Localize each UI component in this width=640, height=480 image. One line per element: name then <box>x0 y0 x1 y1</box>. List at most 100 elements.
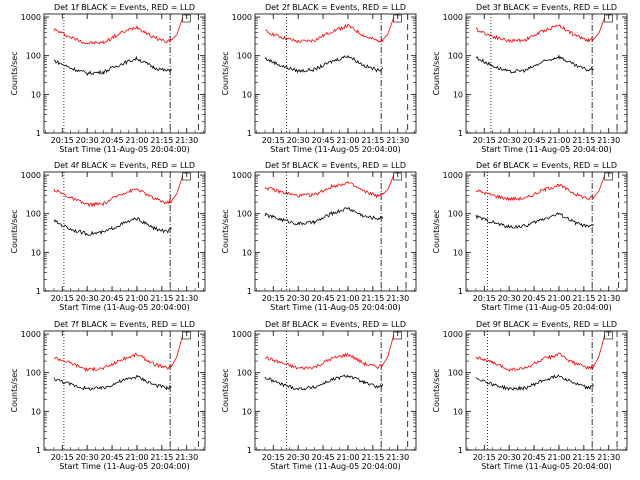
x-tick-label: 20:30 <box>498 294 521 303</box>
x-tick-label: 21:15 <box>572 294 595 303</box>
y-tick-label: 10 <box>31 407 41 416</box>
x-tick-label: 20:45 <box>523 453 546 462</box>
y-tick-label: 100 <box>448 210 463 219</box>
panel-title: Det 8f BLACK = Events, RED = LLD <box>265 320 406 329</box>
events-series-line <box>53 55 173 76</box>
x-tick-label: 20:45 <box>523 136 546 145</box>
x-tick-label: 20:30 <box>287 136 310 145</box>
legend-box <box>393 172 402 181</box>
lld-series-line <box>475 175 606 202</box>
y-axis-label: Counts/sec <box>432 209 441 253</box>
y-tick-label: 1 <box>247 287 252 296</box>
x-tick-label: 21:30 <box>386 136 409 145</box>
panel-title: Det 2f BLACK = Events, RED = LLD <box>265 3 406 12</box>
y-axis-label: Counts/sec <box>10 209 19 253</box>
plot-frame <box>465 13 628 134</box>
plot-frame <box>465 171 628 292</box>
x-tick-label: 21:00 <box>125 453 148 462</box>
y-tick-label: 10 <box>31 248 41 257</box>
y-tick-label: 1000 <box>232 330 252 339</box>
x-tick-label: 20:45 <box>523 294 546 303</box>
panel-title: Det 4f BLACK = Events, RED = LLD <box>54 161 195 170</box>
x-tick-label: 20:15 <box>51 136 74 145</box>
events-series-line <box>264 54 384 74</box>
legend-box <box>393 14 402 23</box>
y-tick-label: 1000 <box>232 13 252 22</box>
x-tick-label: 20:45 <box>312 453 335 462</box>
y-tick-label: 1 <box>36 446 41 455</box>
y-tick-label: 10 <box>242 90 252 99</box>
legend-box <box>182 331 191 340</box>
detector-panel: Det 5f BLACK = Events, RED = LLD 1 10 100 10… <box>221 161 417 312</box>
detector-panel: Det 8f BLACK = Events, RED = LLD 1 10 100 10… <box>221 320 417 471</box>
x-tick-label: 21:30 <box>175 294 198 303</box>
x-tick-label: 21:15 <box>150 136 173 145</box>
x-axis-label: Start Time (11-Aug-05 20:04:00) <box>270 145 401 154</box>
x-tick-label: 20:15 <box>262 453 285 462</box>
x-tick-label: 21:30 <box>597 294 620 303</box>
x-tick-label: 21:30 <box>597 136 620 145</box>
y-tick-label: 1000 <box>21 171 41 180</box>
x-tick-label: 21:15 <box>572 136 595 145</box>
y-tick-label: 1000 <box>21 330 41 339</box>
y-tick-label: 10 <box>453 407 463 416</box>
panel-title: Det 3f BLACK = Events, RED = LLD <box>476 3 617 12</box>
y-tick-label: 1 <box>36 129 41 138</box>
events-series-line <box>53 217 172 237</box>
x-axis-label: Start Time (11-Aug-05 20:04:00) <box>481 145 612 154</box>
plot-frame <box>254 330 417 451</box>
x-tick-label: 20:30 <box>498 453 521 462</box>
x-tick-label: 21:30 <box>175 453 198 462</box>
lld-series-line <box>475 334 606 373</box>
y-axis-label: Counts/sec <box>10 51 19 95</box>
x-tick-label: 20:15 <box>473 294 496 303</box>
x-tick-label: 20:30 <box>76 453 99 462</box>
events-series-line <box>475 374 595 392</box>
legend-box <box>393 331 402 340</box>
x-tick-label: 20:15 <box>473 453 496 462</box>
y-tick-label: 1000 <box>21 13 41 22</box>
y-tick-label: 100 <box>448 369 463 378</box>
y-axis-label: Counts/sec <box>221 209 230 253</box>
x-tick-label: 21:00 <box>125 294 148 303</box>
y-axis-label: Counts/sec <box>10 368 19 412</box>
x-tick-label: 20:15 <box>51 294 74 303</box>
panel-title: Det 6f BLACK = Events, RED = LLD <box>476 161 617 170</box>
x-tick-label: 20:15 <box>262 136 285 145</box>
lld-series-line <box>53 17 184 45</box>
plot-frame <box>43 330 206 451</box>
y-tick-label: 1 <box>36 287 41 296</box>
x-tick-label: 21:30 <box>175 136 198 145</box>
lld-series-line <box>475 17 606 43</box>
y-tick-label: 1 <box>247 129 252 138</box>
detector-panel: Det 4f BLACK = Events, RED = LLD 1 10 100 10… <box>10 161 206 312</box>
panel-title: Det 1f BLACK = Events, RED = LLD <box>54 3 195 12</box>
plot-frame <box>254 171 417 292</box>
x-tick-label: 21:15 <box>361 453 384 462</box>
x-axis-label: Start Time (11-Aug-05 20:04:00) <box>59 145 190 154</box>
y-tick-label: 100 <box>237 52 252 61</box>
x-axis-label: Start Time (11-Aug-05 20:04:00) <box>481 462 612 471</box>
y-tick-label: 100 <box>448 52 463 61</box>
lld-series-line <box>53 175 184 208</box>
y-axis-label: Counts/sec <box>221 368 230 412</box>
detector-panel: Det 6f BLACK = Events, RED = LLD 1 10 100 10… <box>432 161 628 312</box>
x-tick-label: 20:45 <box>101 453 124 462</box>
x-tick-label: 20:45 <box>101 294 124 303</box>
y-tick-label: 100 <box>26 369 41 378</box>
legend-box <box>604 14 613 23</box>
y-tick-label: 10 <box>453 248 463 257</box>
lld-series-line <box>264 174 395 199</box>
y-tick-label: 1000 <box>443 330 463 339</box>
events-series-line <box>264 206 384 226</box>
detector-panel: Det 1f BLACK = Events, RED = LLD 1 10 100 10… <box>10 3 206 154</box>
x-tick-label: 20:15 <box>262 294 285 303</box>
y-tick-label: 1 <box>458 446 463 455</box>
legend-box <box>604 331 613 340</box>
x-tick-label: 21:15 <box>361 294 384 303</box>
y-tick-label: 100 <box>26 210 41 219</box>
events-series-line <box>475 212 595 229</box>
x-tick-label: 20:45 <box>312 136 335 145</box>
detector-panel: Det 7f BLACK = Events, RED = LLD 1 10 100 10… <box>10 320 206 471</box>
detector-panel: Det 2f BLACK = Events, RED = LLD 1 10 100 10… <box>221 3 417 154</box>
